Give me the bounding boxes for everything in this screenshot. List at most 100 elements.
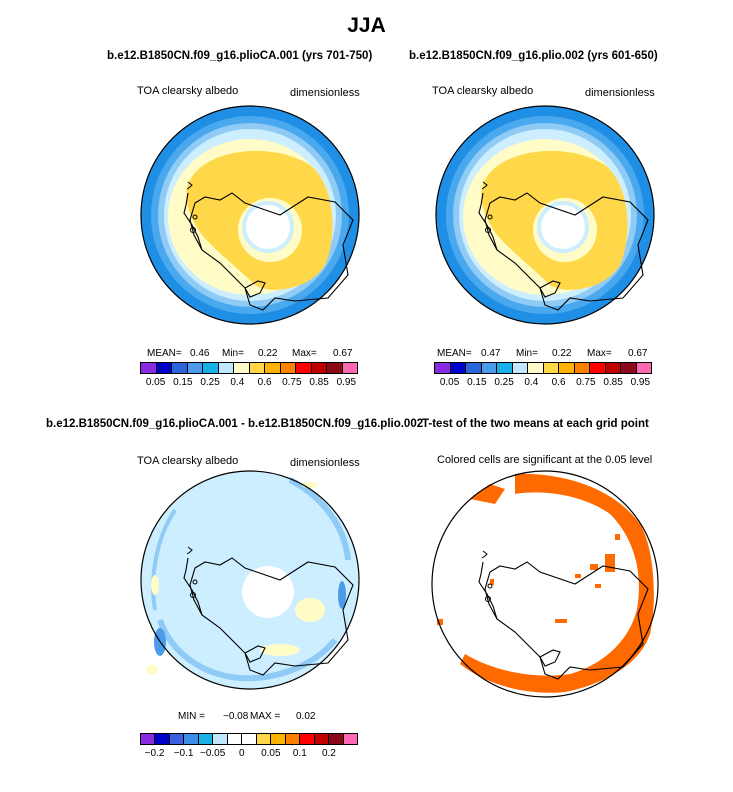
colorbar-tick-label: 0.6 <box>551 377 566 388</box>
colorbar-tick-label: 0.15 <box>467 377 487 388</box>
colorbar-tick-label: 0.15 <box>173 377 193 388</box>
colorbar-swatch <box>296 363 312 373</box>
colorbar-tick-label: 0.75 <box>576 377 596 388</box>
colorbar-tick-label: 0.25 <box>494 377 514 388</box>
colorbar-swatch <box>234 363 250 373</box>
colorbar-swatch <box>172 363 188 373</box>
panel2-title: b.e12.B1850CN.f09_g16.plio.002 (yrs 601-… <box>409 50 658 62</box>
panel4-border <box>431 470 659 698</box>
colorbar-swatch <box>141 734 156 744</box>
panel4-note: Colored cells are significant at the 0.0… <box>437 454 653 466</box>
colorbar-swatch <box>203 363 219 373</box>
panel4-field <box>437 473 654 693</box>
colorbar-swatch <box>280 363 296 373</box>
colorbar-swatch <box>187 363 203 373</box>
panel3-variable-label: TOA clearsky albedo <box>137 455 239 467</box>
panel2-max-label: Max= <box>587 348 612 359</box>
colorbar-swatch <box>285 734 301 744</box>
colorbar-swatch <box>342 363 357 373</box>
colorbar-swatch <box>590 363 606 373</box>
colorbar-swatch <box>621 363 637 373</box>
colorbar-tick-label: 0.75 <box>282 377 302 388</box>
panel2-mean-value: 0.47 <box>481 348 501 359</box>
panel2-map <box>435 105 655 325</box>
colorbar-tick-label: 0.25 <box>200 377 220 388</box>
panel1-border <box>140 105 360 325</box>
panel3-border <box>140 470 360 690</box>
panel4-title: T-test of the two means at each grid poi… <box>422 418 649 430</box>
colorbar-tick-label: 0.4 <box>524 377 539 388</box>
panel1-colorbar <box>140 362 358 374</box>
colorbar-swatch <box>271 734 286 744</box>
colorbar-tick-label: 0.4 <box>230 377 245 388</box>
panel1-min-label: Min= <box>222 348 244 359</box>
panel4-map <box>431 470 659 698</box>
panel2-variable-label: TOA clearsky albedo <box>432 85 534 97</box>
colorbar-swatch <box>559 363 575 373</box>
colorbar-tick-label: 0.95 <box>336 377 357 388</box>
panel1-max-label: Max= <box>292 348 317 359</box>
colorbar-swatch <box>327 363 343 373</box>
colorbar-swatch <box>329 734 344 744</box>
colorbar-swatch <box>343 734 358 744</box>
panel2-border <box>435 105 655 325</box>
colorbar-tick-label: 0.05 <box>261 748 281 759</box>
colorbar-swatch <box>198 734 214 744</box>
panel2-min-value: 0.22 <box>552 348 572 359</box>
colorbar-swatch <box>265 363 281 373</box>
colorbar-swatch <box>213 734 228 744</box>
panel1-colorbar-ticks: 0.05 0.15 0.25 0.4 0.6 0.75 0.85 0.95 <box>140 377 358 389</box>
panel3-field <box>141 471 359 689</box>
colorbar-tick-label: 0 <box>238 748 245 759</box>
panel2-mean-label: MEAN= <box>437 348 472 359</box>
colorbar-tick-label: −0.1 <box>173 748 194 759</box>
colorbar-swatch <box>242 734 257 744</box>
panel1-variable-label: TOA clearsky albedo <box>137 85 239 97</box>
panel3-min-value: −0.08 <box>223 711 249 722</box>
colorbar-swatch <box>141 363 157 373</box>
panel2-field <box>436 106 654 324</box>
colorbar-swatch <box>435 363 451 373</box>
colorbar-swatch <box>256 734 272 744</box>
colorbar-swatch <box>512 363 528 373</box>
colorbar-swatch <box>184 734 199 744</box>
colorbar-tick-label: 0.05 <box>439 377 460 388</box>
panel1-field <box>141 106 359 324</box>
panel3-max-label: MAX = <box>250 711 281 722</box>
colorbar-swatch <box>227 734 243 744</box>
colorbar-swatch <box>543 363 559 373</box>
colorbar-swatch <box>497 363 513 373</box>
colorbar-swatch <box>249 363 265 373</box>
colorbar-tick-label: 0.05 <box>145 377 166 388</box>
panel1-units-label: dimensionless <box>290 87 360 99</box>
colorbar-swatch <box>466 363 482 373</box>
panel3-colorbar <box>140 733 358 745</box>
colorbar-tick-label: 0.85 <box>309 377 329 388</box>
colorbar-swatch <box>636 363 651 373</box>
figure-title: JJA <box>347 14 386 37</box>
colorbar-swatch <box>169 734 185 744</box>
colorbar-swatch <box>156 363 172 373</box>
colorbar-tick-label: −0.2 <box>144 748 165 759</box>
colorbar-tick-label: 0.1 <box>292 748 307 759</box>
colorbar-tick-label: 0.6 <box>257 377 272 388</box>
panel1-map <box>140 105 360 325</box>
panel2-colorbar <box>434 362 652 374</box>
colorbar-swatch <box>218 363 234 373</box>
colorbar-tick-label: 0.95 <box>630 377 651 388</box>
colorbar-swatch <box>311 363 327 373</box>
panel3-map <box>140 470 360 690</box>
colorbar-swatch <box>481 363 497 373</box>
colorbar-tick-label: 0.2 <box>321 748 336 759</box>
colorbar-swatch <box>605 363 621 373</box>
colorbar-tick-label: −0.05 <box>200 748 226 759</box>
panel1-title: b.e12.B1850CN.f09_g16.plioCA.001 (yrs 70… <box>107 50 373 62</box>
colorbar-swatch <box>574 363 590 373</box>
panel2-units-label: dimensionless <box>585 87 655 99</box>
colorbar-swatch <box>450 363 466 373</box>
panel1-mean-value: 0.46 <box>190 348 210 359</box>
colorbar-swatch <box>314 734 330 744</box>
panel3-colorbar-ticks: −0.2 −0.1 −0.05 0 0.05 0.1 0.2 <box>140 748 358 760</box>
panel2-colorbar-ticks: 0.05 0.15 0.25 0.4 0.6 0.75 0.85 0.95 <box>434 377 652 389</box>
panel2-min-label: Min= <box>516 348 538 359</box>
